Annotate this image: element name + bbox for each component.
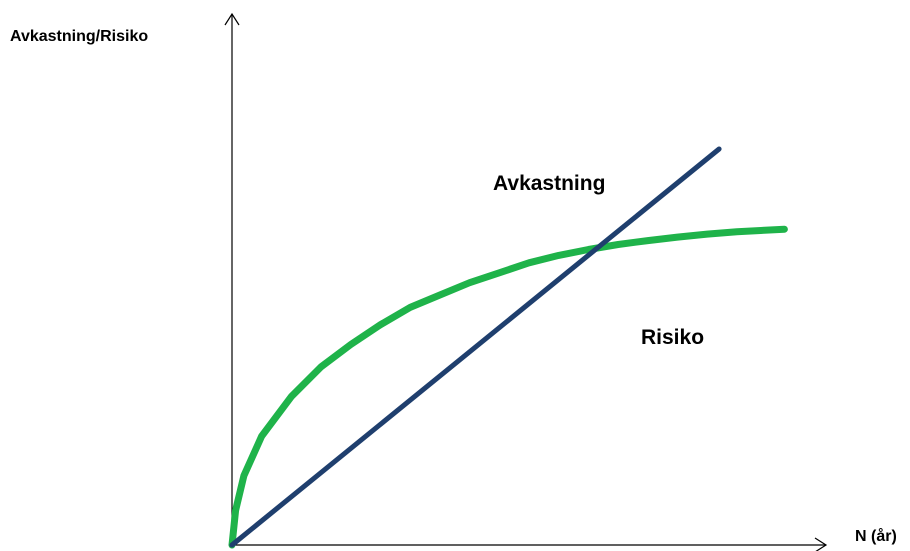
series-line-risiko: [228, 225, 788, 549]
x-axis-title: N (år): [855, 527, 897, 545]
y-axis-title: Avkastning/Risiko: [10, 28, 148, 45]
series-layer: [228, 146, 788, 549]
series-label-risiko: Risiko: [641, 326, 704, 349]
series-label-avkastning: Avkastning: [493, 172, 605, 195]
x-axis-arrow-icon: [814, 537, 828, 551]
series-line-avkastning: [229, 146, 722, 548]
y-axis-arrow-icon: [224, 12, 240, 26]
axes: [224, 12, 828, 551]
